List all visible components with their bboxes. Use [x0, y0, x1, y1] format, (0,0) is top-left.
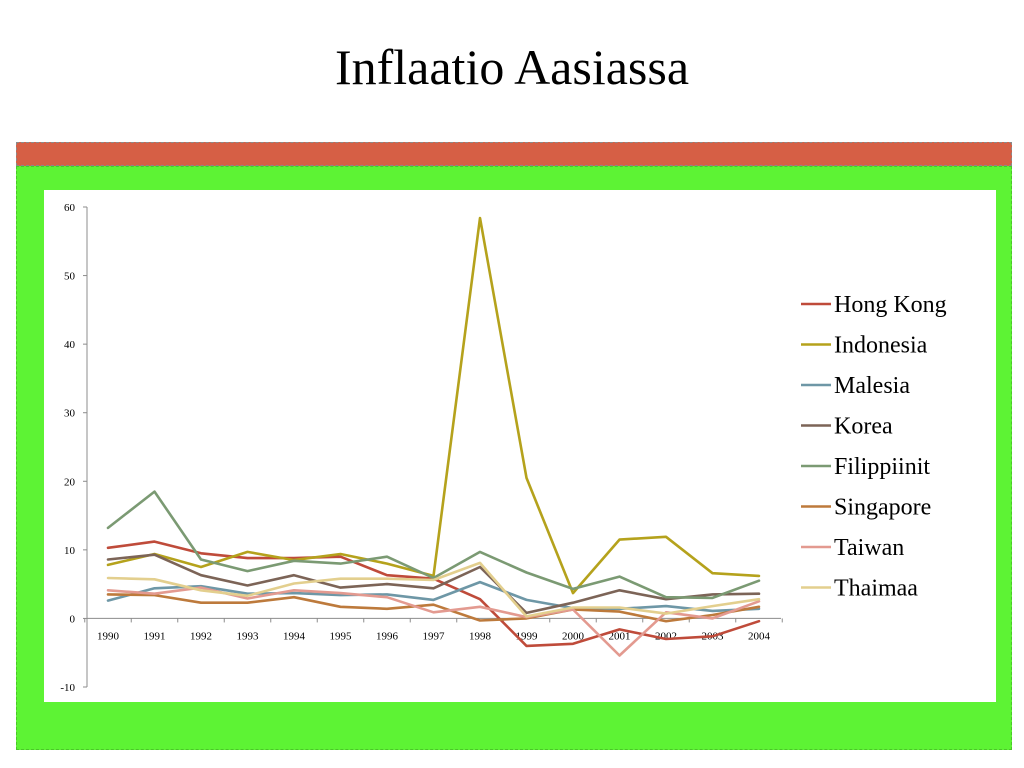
- series-line-indonesia: [106, 216, 761, 595]
- chart-lines: [106, 216, 761, 657]
- x-tick-label: 1991: [144, 630, 166, 642]
- y-tick-label: 50: [64, 271, 76, 283]
- x-tick-label: 2001: [609, 630, 631, 642]
- y-tick-label: -10: [60, 682, 75, 694]
- y-tick-label: 0: [70, 613, 76, 625]
- y-tick-label: 60: [64, 202, 76, 214]
- legend-label: Filippiinit: [834, 454, 930, 480]
- x-tick-label: 1994: [283, 630, 306, 642]
- x-tick-label: 1998: [469, 630, 492, 642]
- x-tick-label: 1993: [237, 630, 260, 642]
- x-tick-label: 1990: [97, 630, 120, 642]
- header-band: [16, 142, 1012, 166]
- series-line-filippiinit: [106, 490, 761, 600]
- x-tick-label: 1997: [423, 630, 446, 642]
- legend-label: Indonesia: [834, 333, 928, 359]
- x-tick-label: 1992: [190, 630, 212, 642]
- series-line-singapore: [106, 593, 761, 623]
- line-chart: -10 0 10 20 30 40 50 60 1990 1991 1992 1993 1994 1995…: [60, 202, 947, 694]
- y-tick-label: 30: [64, 408, 76, 420]
- y-tick-label: 40: [64, 339, 76, 351]
- y-tick-label: 10: [64, 545, 76, 557]
- legend-label: Hong Kong: [834, 292, 947, 318]
- legend-label: Korea: [834, 414, 893, 440]
- slide-title: Inflaatio Aasiassa: [334, 39, 690, 95]
- legend-label: Taiwan: [834, 535, 904, 561]
- chart-legend: Hong Kong Indonesia Malesia Korea Filippiini…: [801, 292, 947, 602]
- series-line-thaimaa: [106, 561, 761, 618]
- x-tick-label: 2000: [562, 630, 585, 642]
- series-line-korea: [106, 553, 761, 615]
- x-tick-label: 1996: [376, 630, 399, 642]
- x-tick-label: 1995: [330, 630, 353, 642]
- legend-label: Thaimaa: [834, 576, 918, 602]
- y-tick-label: 20: [64, 476, 76, 488]
- series-line-malesia: [106, 580, 761, 613]
- legend-label: Singapore: [834, 495, 931, 521]
- legend-label: Malesia: [834, 373, 910, 399]
- x-tick-label: 2004: [748, 630, 771, 642]
- chart-panel: -10 0 10 20 30 40 50 60 1990 1991 1992 1993 1994 1995…: [44, 190, 996, 702]
